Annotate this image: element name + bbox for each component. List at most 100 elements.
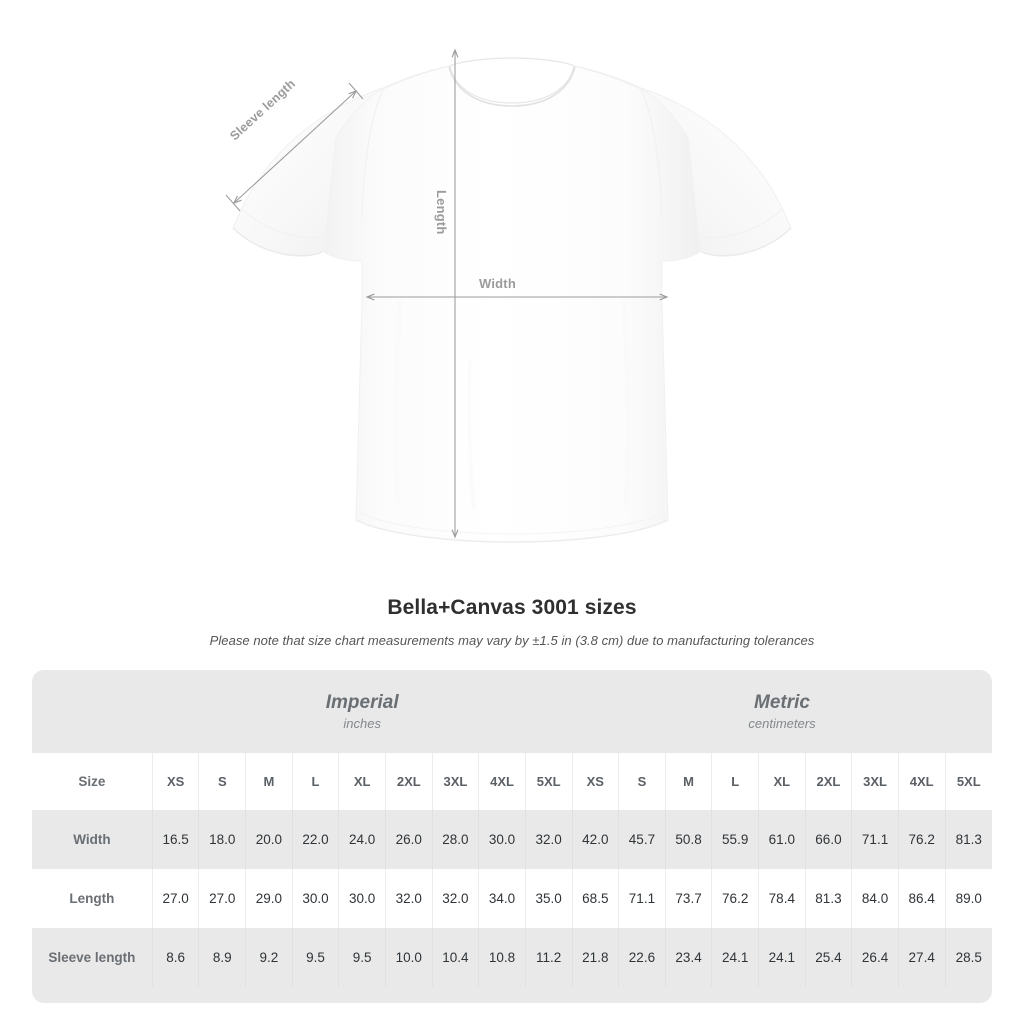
sleeve-length-measure-arrow (234, 91, 356, 203)
size-chart-table: Imperial inches Metric centimeters Size XS S M L… (32, 670, 992, 1003)
cell-imperial-width-s: 18.0 (198, 810, 247, 869)
cell-imperial-width-m: 20.0 (245, 810, 293, 869)
size-header-metric-xs: XS (571, 753, 620, 810)
fabric-fold (393, 299, 403, 506)
size-table: Imperial inches Metric centimeters Size XS S M L… (32, 670, 992, 1003)
size-header-metric-4xl: 4XL (898, 753, 946, 810)
cell-imperial-length-2xl: 32.0 (385, 869, 433, 928)
cell-metric-sleeve-length-4xl: 27.4 (898, 928, 946, 987)
size-header-metric-xl: XL (758, 753, 806, 810)
title-block: Bella+Canvas 3001 sizes Please note that… (0, 596, 1024, 648)
size-header-imperial-m: M (245, 753, 293, 810)
cell-metric-length-s: 71.1 (618, 869, 666, 928)
shirt-diagram: Sleeve length Length Width (225, 0, 792, 543)
cell-metric-width-2xl: 66.0 (805, 810, 853, 869)
size-header-metric-3xl: 3XL (851, 753, 899, 810)
fabric-fold (621, 299, 631, 506)
cell-metric-width-s: 45.7 (618, 810, 666, 869)
cell-metric-sleeve-length-xl: 24.1 (758, 928, 806, 987)
size-header-metric-2xl: 2XL (805, 753, 853, 810)
table-row: Sleeve length 8.6 8.9 9.2 9.5 9.5 10.0 10.4 10.8… (32, 928, 992, 987)
cell-imperial-length-l: 30.0 (292, 869, 340, 928)
width-label: Width (479, 276, 516, 291)
cell-imperial-sleeve-length-xl: 9.5 (338, 928, 386, 987)
table-row: Width 16.5 18.0 20.0 22.0 24.0 26.0 28.0 30.0 32.… (32, 810, 992, 869)
cell-metric-length-xs: 68.5 (571, 869, 620, 928)
unit-subtitle: inches (343, 716, 381, 732)
cell-imperial-length-xs: 27.0 (151, 869, 200, 928)
cell-metric-width-xs: 42.0 (571, 810, 620, 869)
left-cuff-hem (232, 227, 323, 257)
cell-imperial-length-5xl: 35.0 (525, 869, 572, 928)
size-header-metric-s: S (618, 753, 666, 810)
row-label-sleeve-length: Sleeve length (32, 928, 153, 987)
cell-imperial-sleeve-length-4xl: 10.8 (478, 928, 526, 987)
cell-metric-sleeve-length-xs: 21.8 (571, 928, 620, 987)
unit-subtitle: centimeters (748, 716, 816, 732)
bottom-hem (355, 519, 669, 543)
cell-metric-sleeve-length-m: 23.4 (665, 928, 713, 987)
size-header-row: Size XS S M L XL 2XL 3XL 4XL 5XL XS S M L XL 2XL 3XL 4XL 5… (32, 753, 992, 810)
size-header-imperial-5xl: 5XL (525, 753, 572, 810)
size-header-imperial-2xl: 2XL (385, 753, 433, 810)
size-column-label: Size (32, 753, 153, 810)
cell-metric-length-4xl: 86.4 (898, 869, 946, 928)
size-header-imperial-4xl: 4XL (478, 753, 526, 810)
cell-metric-width-5xl: 81.3 (945, 810, 992, 869)
right-cuff-fold (690, 208, 783, 239)
shirt-body (323, 65, 701, 543)
cell-imperial-width-3xl: 28.0 (432, 810, 480, 869)
left-shoulder-seam (382, 65, 451, 90)
size-header-imperial-l: L (292, 753, 340, 810)
cell-metric-length-2xl: 81.3 (805, 869, 853, 928)
cell-metric-width-m: 50.8 (665, 810, 713, 869)
cell-imperial-length-s: 27.0 (198, 869, 247, 928)
cell-imperial-sleeve-length-2xl: 10.0 (385, 928, 433, 987)
t-shirt-illustration (225, 0, 792, 543)
unit-header-spacer (32, 670, 153, 753)
cell-metric-length-5xl: 89.0 (945, 869, 992, 928)
size-header-metric-l: L (711, 753, 759, 810)
unit-header-metric: Metric centimeters (572, 670, 992, 753)
collar-ribbing (448, 66, 576, 107)
cell-imperial-sleeve-length-s: 8.9 (198, 928, 247, 987)
cell-imperial-length-m: 29.0 (245, 869, 293, 928)
size-header-imperial-3xl: 3XL (432, 753, 480, 810)
row-label-width: Width (32, 810, 153, 869)
sleeve-measure-tick-start (225, 194, 241, 212)
cell-metric-width-xl: 61.0 (758, 810, 806, 869)
left-armhole-seam (361, 88, 384, 219)
cell-metric-sleeve-length-l: 24.1 (711, 928, 759, 987)
unit-header-imperial: Imperial inches (152, 670, 572, 753)
cell-metric-sleeve-length-5xl: 28.5 (945, 928, 992, 987)
cell-metric-sleeve-length-2xl: 25.4 (805, 928, 853, 987)
cell-metric-length-l: 76.2 (711, 869, 759, 928)
sleeve-measure-tick-end (348, 82, 364, 100)
right-armhole-seam (640, 88, 663, 219)
cell-imperial-width-2xl: 26.0 (385, 810, 433, 869)
bottom-hem-fold (357, 511, 667, 535)
cell-metric-length-3xl: 84.0 (851, 869, 899, 928)
unit-header-row: Imperial inches Metric centimeters (32, 670, 992, 753)
size-header-metric-5xl: 5XL (945, 753, 992, 810)
cell-imperial-sleeve-length-xs: 8.6 (151, 928, 200, 987)
cell-metric-length-xl: 78.4 (758, 869, 806, 928)
cell-metric-sleeve-length-3xl: 26.4 (851, 928, 899, 987)
cell-imperial-width-xl: 24.0 (338, 810, 386, 869)
cell-imperial-length-4xl: 34.0 (478, 869, 526, 928)
cell-imperial-sleeve-length-5xl: 11.2 (525, 928, 572, 987)
table-row: Length 27.0 27.0 29.0 30.0 30.0 32.0 32.0 34.0 35… (32, 869, 992, 928)
cell-metric-width-4xl: 76.2 (898, 810, 946, 869)
tolerance-note: Please note that size chart measurements… (209, 633, 815, 648)
cell-imperial-sleeve-length-m: 9.2 (245, 928, 293, 987)
unit-name: Metric (754, 691, 810, 713)
cell-imperial-length-xl: 30.0 (338, 869, 386, 928)
right-shoulder-seam (573, 65, 642, 90)
size-header-imperial-xl: XL (338, 753, 386, 810)
row-label-length: Length (32, 869, 153, 928)
cell-imperial-sleeve-length-l: 9.5 (292, 928, 340, 987)
right-cuff-hem (701, 227, 792, 257)
cell-imperial-length-3xl: 32.0 (432, 869, 480, 928)
cell-metric-width-l: 55.9 (711, 810, 759, 869)
size-header-imperial-s: S (198, 753, 247, 810)
